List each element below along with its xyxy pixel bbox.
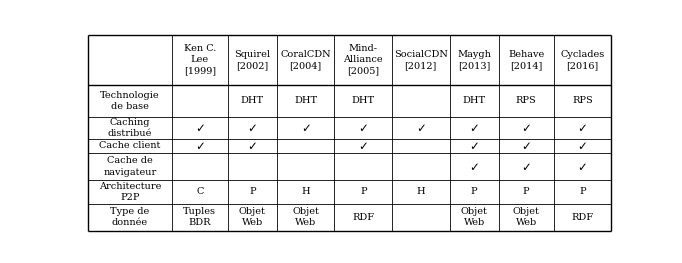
- Text: DHT: DHT: [294, 96, 317, 105]
- Text: DHT: DHT: [462, 96, 486, 105]
- Text: C: C: [196, 187, 203, 196]
- Text: RPS: RPS: [516, 96, 537, 105]
- Text: $\checkmark$: $\checkmark$: [248, 139, 257, 153]
- Text: $\checkmark$: $\checkmark$: [469, 121, 479, 134]
- Text: CoralCDN
[2004]: CoralCDN [2004]: [280, 50, 331, 70]
- Text: P: P: [360, 187, 366, 196]
- Text: Squirel
[2002]: Squirel [2002]: [234, 50, 270, 70]
- Text: P: P: [249, 187, 256, 196]
- Text: $\checkmark$: $\checkmark$: [358, 121, 368, 134]
- Text: $\checkmark$: $\checkmark$: [195, 121, 205, 134]
- Text: P: P: [471, 187, 477, 196]
- Text: H: H: [301, 187, 310, 196]
- Text: P: P: [523, 187, 529, 196]
- Text: DHT: DHT: [352, 96, 375, 105]
- Text: $\checkmark$: $\checkmark$: [301, 121, 310, 134]
- Text: $\checkmark$: $\checkmark$: [469, 139, 479, 153]
- Text: RDF: RDF: [352, 213, 374, 222]
- Text: Caching
distribué: Caching distribué: [108, 118, 152, 138]
- Text: Maygh
[2013]: Maygh [2013]: [457, 50, 491, 70]
- Text: SocialCDN
[2012]: SocialCDN [2012]: [394, 50, 448, 70]
- Text: $\checkmark$: $\checkmark$: [578, 139, 587, 153]
- Text: $\checkmark$: $\checkmark$: [578, 121, 587, 134]
- Text: $\checkmark$: $\checkmark$: [469, 160, 479, 173]
- Text: $\checkmark$: $\checkmark$: [358, 139, 368, 153]
- Text: $\checkmark$: $\checkmark$: [416, 121, 426, 134]
- Text: Ken C.
Lee
[1999]: Ken C. Lee [1999]: [183, 44, 216, 75]
- Text: Cache client: Cache client: [99, 141, 160, 150]
- Text: P: P: [579, 187, 586, 196]
- Text: $\checkmark$: $\checkmark$: [578, 160, 587, 173]
- Text: H: H: [417, 187, 425, 196]
- Text: Type de
donnée: Type de donnée: [110, 207, 149, 227]
- Text: Architecture
P2P: Architecture P2P: [99, 181, 161, 202]
- Text: Behave
[2014]: Behave [2014]: [508, 50, 544, 70]
- Text: Cache de
navigateur: Cache de navigateur: [103, 156, 156, 176]
- Text: Mind-
Alliance
[2005]: Mind- Alliance [2005]: [344, 44, 383, 75]
- Text: $\checkmark$: $\checkmark$: [248, 121, 257, 134]
- Text: Objet
Web: Objet Web: [292, 207, 319, 227]
- Text: $\checkmark$: $\checkmark$: [521, 160, 531, 173]
- Text: DHT: DHT: [241, 96, 264, 105]
- Text: Objet
Web: Objet Web: [239, 207, 266, 227]
- Text: RPS: RPS: [572, 96, 593, 105]
- Text: Tuples
BDR: Tuples BDR: [183, 207, 216, 227]
- Text: Objet
Web: Objet Web: [513, 207, 539, 227]
- Text: $\checkmark$: $\checkmark$: [521, 139, 531, 153]
- Text: Cyclades
[2016]: Cyclades [2016]: [560, 50, 604, 70]
- Text: Technologie
de base: Technologie de base: [100, 91, 160, 111]
- Text: RDF: RDF: [572, 213, 593, 222]
- Text: $\checkmark$: $\checkmark$: [521, 121, 531, 134]
- Text: $\checkmark$: $\checkmark$: [195, 139, 205, 153]
- Text: Objet
Web: Objet Web: [461, 207, 488, 227]
